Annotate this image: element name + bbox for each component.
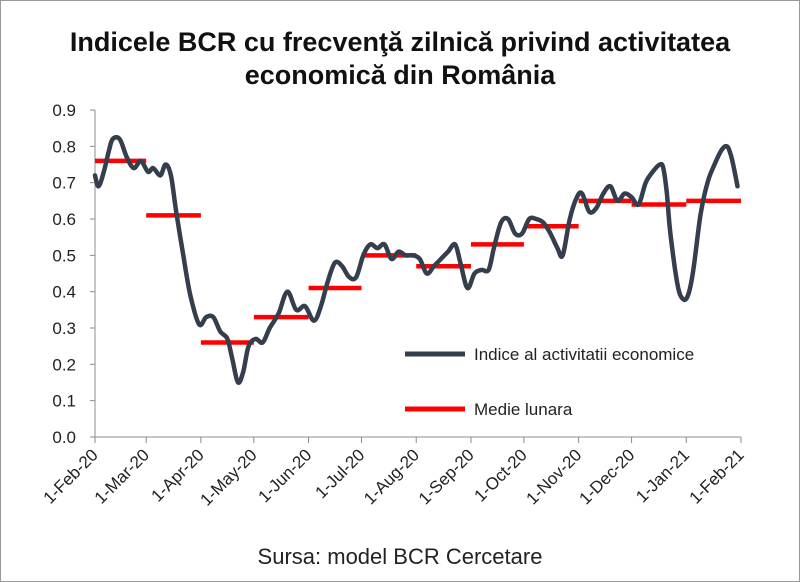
activity-index-line (92, 135, 740, 386)
legend: Indice al activitatii economice Medie lu… (405, 345, 694, 419)
y-tick-label: 0.0 (52, 428, 76, 447)
y-tick-label: 0.9 (52, 101, 76, 120)
y-tick-label: 0.8 (52, 137, 76, 156)
y-tick-label: 0.3 (52, 319, 76, 338)
legend-label-activity-index: Indice al activitatii economice (474, 345, 694, 364)
chart-source-note: Sursa: model BCR Cercetare (258, 544, 543, 569)
legend-label-monthly-average: Medie lunara (474, 400, 573, 419)
y-tick-label: 0.6 (52, 210, 76, 229)
y-tick-label: 0.2 (52, 355, 76, 374)
y-tick-label: 0.4 (52, 283, 76, 302)
y-tick-label: 0.5 (52, 246, 76, 265)
chart-title-line-2: economică din România (245, 60, 557, 90)
y-tick-label: 0.7 (52, 174, 76, 193)
activity-index-series (92, 135, 740, 386)
chart-title-line-1: Indicele BCR cu frecvenţă zilnică privin… (70, 27, 731, 57)
y-tick-label: 0.1 (52, 392, 76, 411)
